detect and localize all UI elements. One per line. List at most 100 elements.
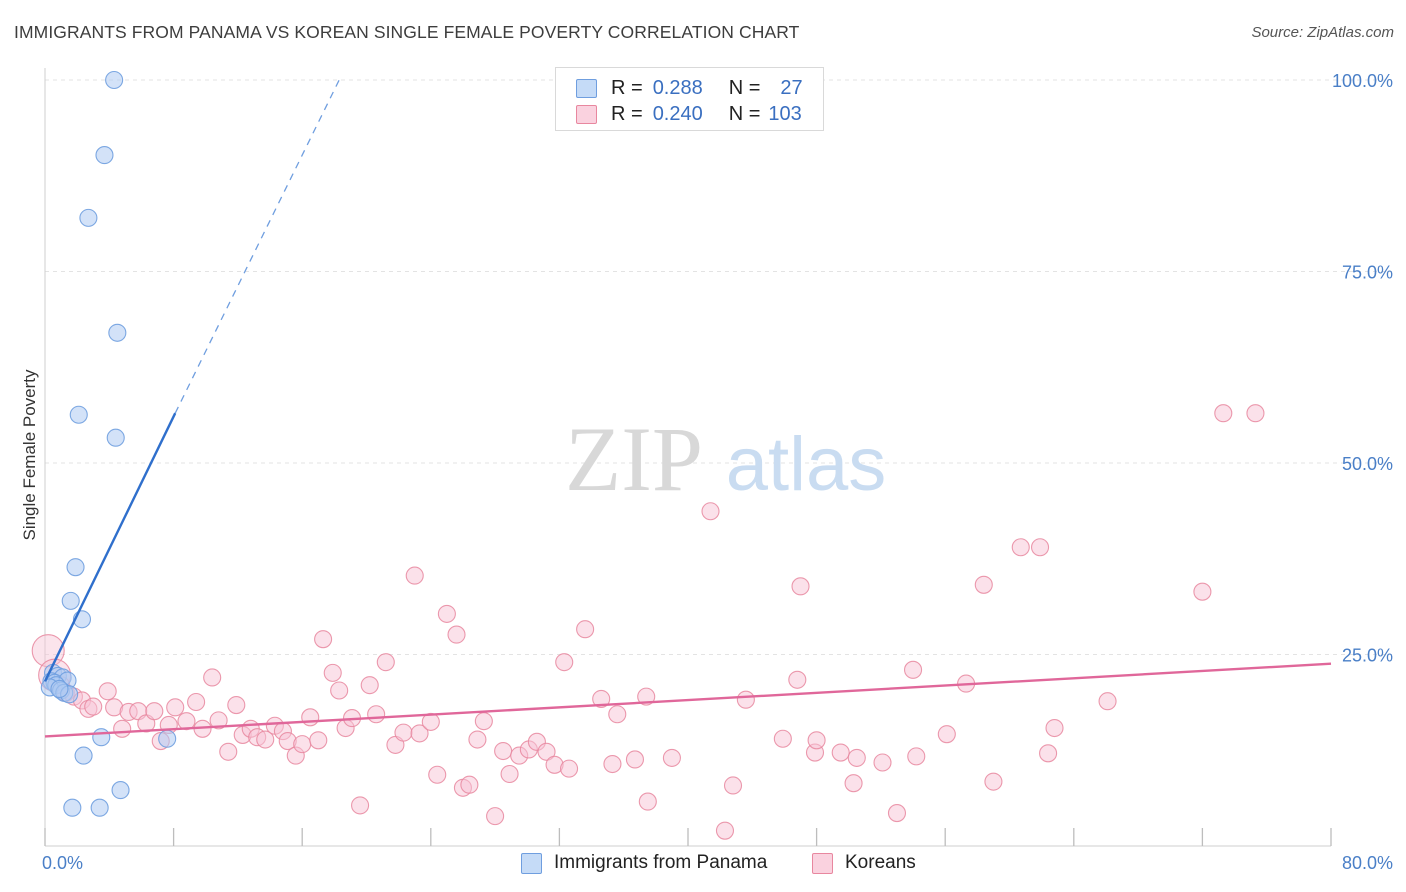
y-tick-label: 50.0% <box>1342 454 1393 474</box>
korean-point <box>474 712 493 731</box>
panama-point <box>63 798 82 817</box>
korean-point <box>1011 538 1030 557</box>
watermark-atlas: atlas <box>726 422 887 507</box>
chart-title: IMMIGRANTS FROM PANAMA VS KOREAN SINGLE … <box>14 22 800 42</box>
chart-source: Source: ZipAtlas.com <box>1251 24 1394 41</box>
korean-point <box>394 723 413 742</box>
korean-point <box>145 702 164 721</box>
korean-point <box>360 676 379 695</box>
legend-r-value: 0.240 <box>652 102 703 125</box>
bottom-legend-swatch-panama <box>521 852 542 874</box>
panama-point <box>111 781 130 800</box>
bottom-legend-label-korean: Koreans <box>845 852 916 873</box>
legend-r-label: R = <box>611 102 643 125</box>
korean-point <box>1193 582 1212 601</box>
korean-point <box>807 731 826 750</box>
korean-point <box>437 604 456 623</box>
korean-point <box>1098 692 1117 711</box>
korean-point <box>209 711 228 730</box>
korean-point <box>351 796 370 815</box>
bottom-legend-label-panama: Immigrants from Panama <box>554 852 768 873</box>
panama-point <box>90 798 109 817</box>
panama-point <box>79 208 98 227</box>
korean-point <box>203 668 222 687</box>
panama-point <box>158 729 177 748</box>
korean-point <box>460 775 479 794</box>
korean-point <box>887 804 907 823</box>
korean-point <box>309 731 328 750</box>
axes <box>44 68 1332 847</box>
korean-point <box>428 765 447 784</box>
y-tick-label: 75.0% <box>1342 263 1393 283</box>
korean-point <box>555 653 574 672</box>
correlation-legend: R = 0.288 N = 27 R = 0.240 N = 103 <box>555 67 824 131</box>
x-tick-label: 80.0% <box>1342 853 1393 873</box>
korean-point <box>330 681 349 700</box>
korean-point <box>500 764 519 784</box>
legend-row-korean: R = 0.240 N = 103 <box>576 101 802 127</box>
korean-point <box>559 759 579 778</box>
watermark-zip: ZIP <box>565 408 703 510</box>
korean-point <box>847 748 866 767</box>
korean-point <box>773 729 792 748</box>
korean-point <box>701 502 720 521</box>
korean-point <box>494 741 513 761</box>
korean-point <box>831 743 850 762</box>
korean-point <box>637 687 656 706</box>
korean-point <box>1246 404 1265 423</box>
korean-point <box>984 772 1003 791</box>
watermark: ZIP atlas <box>565 408 886 510</box>
korean-point <box>873 753 892 772</box>
y-tick-label: 100.0% <box>1332 71 1393 91</box>
y-tick-label: 25.0% <box>1342 646 1393 666</box>
panama-point <box>92 728 111 747</box>
korean-point <box>447 625 466 644</box>
korean-point <box>1214 404 1233 423</box>
y-axis-label: Single Female Poverty <box>20 369 39 541</box>
panama-point <box>69 405 88 424</box>
korean-point <box>844 774 863 793</box>
panama-point <box>74 746 93 765</box>
panama-point <box>106 428 125 447</box>
korean-point <box>608 705 627 724</box>
korean-point <box>468 730 487 749</box>
korean-point <box>903 660 923 679</box>
legend-n-label: N = <box>728 76 761 99</box>
korean-point <box>376 653 395 672</box>
korean-point <box>227 696 246 715</box>
korean-point <box>84 697 103 716</box>
legend-n-label: N = <box>728 102 761 125</box>
korean-point <box>323 663 342 682</box>
gridlines <box>45 79 1392 655</box>
legend-n-value: 27 <box>780 76 803 99</box>
korean-point <box>788 670 807 689</box>
x-tick-label: 0.0% <box>42 853 83 873</box>
korean-point <box>638 792 657 811</box>
panama-point <box>95 146 114 165</box>
korean-point <box>576 620 595 639</box>
korean-point <box>113 719 132 738</box>
korean-point <box>421 712 440 731</box>
korean-point <box>662 748 681 767</box>
korean-point <box>715 821 735 840</box>
korean-point <box>723 776 743 795</box>
korean-point <box>98 682 117 701</box>
korean-point <box>1045 718 1064 738</box>
legend-swatch-korean <box>576 104 597 124</box>
korean-trend-line <box>44 662 1332 738</box>
korean-points <box>31 404 1265 840</box>
korean-point <box>405 566 424 585</box>
korean-point <box>1030 538 1050 557</box>
korean-point <box>314 630 333 649</box>
korean-point <box>301 708 320 727</box>
korean-point <box>219 742 238 761</box>
bottom-legend-swatch-korean <box>812 852 833 874</box>
korean-point <box>537 742 556 761</box>
panama-point <box>61 591 80 610</box>
trend-lines <box>43 79 1332 738</box>
korean-point <box>166 698 185 717</box>
panama-points <box>40 70 177 817</box>
panama-trend-line <box>43 412 177 682</box>
korean-point <box>625 750 645 769</box>
